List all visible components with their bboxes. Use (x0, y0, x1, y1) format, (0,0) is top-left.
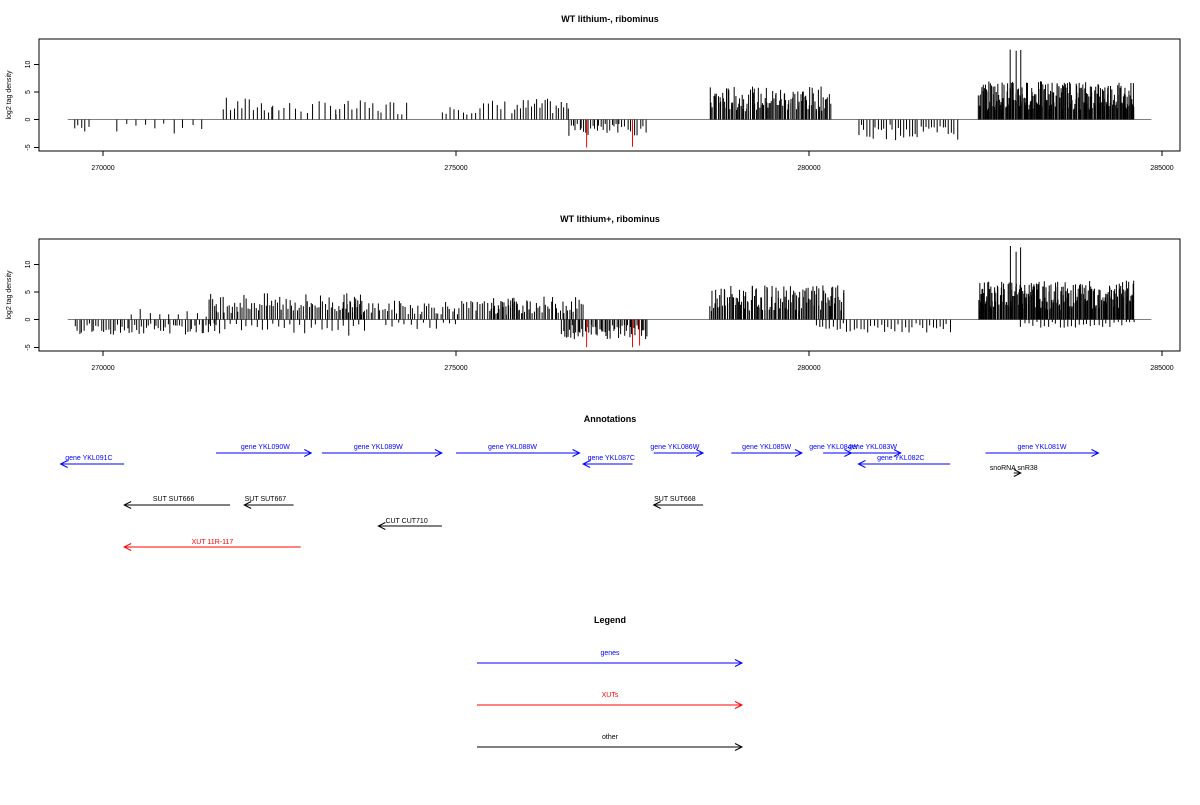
annotation-feature: gene YKL087C (581, 455, 635, 468)
feature-arrow-head (695, 449, 705, 457)
feature-label: gene YKL083W (848, 444, 897, 451)
feature-label: SUT SUT667 (245, 496, 287, 503)
legend-items: genes XUTs other (477, 650, 744, 751)
plot-frame (38, 38, 1181, 152)
feature-label: gene YKL088W (488, 444, 537, 451)
y-axis: -5 0 5 10 (25, 61, 40, 151)
feature-label: gene YKL089W (354, 444, 403, 451)
y-tick-label: -5 (25, 144, 32, 150)
feature-arrow-head (1091, 449, 1100, 457)
feature-label: gene YKL091C (65, 455, 112, 462)
annotation-feature: gene YKL081W (985, 444, 1100, 457)
feature-arrow-head (893, 449, 902, 457)
annotation-features: gene YKL091C gene YKL090W gene YKL089W gene… (59, 444, 1100, 551)
legend-label: genes (600, 650, 620, 657)
feature-label: gene YKL085W (742, 444, 791, 451)
y-tick-label: 5 (25, 290, 32, 294)
y-axis-label: log2 tag density (6, 270, 13, 320)
x-tick-label: 270000 (91, 165, 114, 172)
feature-arrow-head (434, 449, 443, 457)
x-tick-label: 275000 (444, 165, 467, 172)
x-axis: 270000 275000 280000 285000 (91, 151, 1174, 172)
feature-label: SUT SUT666 (153, 496, 195, 503)
y-tick-label: 0 (25, 117, 32, 121)
annotation-feature: gene YKL090W (215, 444, 313, 457)
y-axis-label: log2 tag density (6, 70, 13, 120)
feature-arrow-head (304, 449, 313, 457)
legend-item: genes (477, 650, 744, 667)
x-tick-label: 285000 (1150, 365, 1173, 372)
feature-label: gene YKL084W (809, 444, 858, 451)
annotation-feature: SUT SUT668 (652, 496, 704, 509)
feature-arrow-head (581, 460, 591, 468)
feature-arrow-head (652, 501, 661, 509)
annotation-feature: CUT CUT710 (377, 518, 442, 530)
legend-label: other (602, 734, 619, 741)
feature-arrow-head (123, 501, 132, 509)
panel-lithium-minus: WT lithium-, ribominus log2 tag density … (6, 14, 1181, 172)
annotation-feature: gene YKL086W (650, 444, 705, 457)
feature-label: gene YKL087C (588, 455, 635, 462)
y-tick-label: -5 (25, 344, 32, 350)
annotation-feature: gene YKL085W (731, 444, 804, 457)
annotations-title: Annotations (584, 414, 637, 424)
feature-label: gene YKL090W (241, 444, 290, 451)
legend-label: XUTs (602, 692, 619, 699)
annotation-feature: gene YKL083W (848, 444, 902, 457)
feature-label: gene YKL081W (1018, 444, 1067, 451)
plot-marks (67, 49, 1152, 148)
x-axis: 270000 275000 280000 285000 (91, 351, 1174, 372)
x-tick-label: 275000 (444, 365, 467, 372)
legend-title: Legend (594, 615, 626, 625)
legend: Legend genes XUTs other (477, 615, 744, 751)
y-axis: -5 0 5 10 (25, 261, 40, 351)
y-tick-label: 10 (25, 61, 32, 69)
feature-arrow-head (857, 460, 866, 468)
annotation-feature: gene YKL091C (59, 455, 125, 468)
y-tick-label: 10 (25, 261, 32, 269)
legend-arrow-head (734, 701, 744, 709)
feature-arrow-head (377, 522, 386, 530)
annotation-feature: gene YKL089W (321, 444, 443, 457)
panel-title: WT lithium-, ribominus (561, 14, 659, 24)
feature-arrow-head (59, 460, 68, 468)
feature-label: snoRNA snR38 (990, 465, 1038, 472)
feature-label: XUT 11R-117 (192, 539, 234, 546)
x-tick-label: 285000 (1150, 165, 1173, 172)
y-tick-label: 5 (25, 90, 32, 94)
panel-title: WT lithium+, ribominus (560, 214, 660, 224)
feature-arrow-head (243, 501, 252, 509)
annotation-feature: XUT 11R-117 (123, 539, 301, 551)
annotation-feature: gene YKL088W (456, 444, 581, 457)
panel-lithium-plus: WT lithium+, ribominus log2 tag density … (6, 214, 1181, 372)
feature-arrow-head (123, 543, 132, 551)
annotation-feature: snoRNA snR38 (990, 465, 1038, 477)
legend-arrow-head (734, 659, 744, 667)
x-tick-label: 280000 (797, 365, 820, 372)
legend-item: other (477, 734, 744, 751)
legend-arrow-head (734, 743, 744, 751)
feature-label: gene YKL086W (650, 444, 699, 451)
y-tick-label: 0 (25, 317, 32, 321)
legend-item: XUTs (477, 692, 744, 709)
feature-arrow-head (572, 449, 581, 457)
x-tick-label: 280000 (797, 165, 820, 172)
feature-arrow-head (1013, 469, 1022, 477)
annotation-feature: SUT SUT666 (123, 496, 231, 509)
feature-label: gene YKL082C (877, 455, 924, 462)
feature-arrow-head (794, 449, 804, 457)
feature-label: SUT SUT668 (654, 496, 696, 503)
annotation-feature: gene YKL082C (857, 455, 951, 468)
annotation-feature: SUT SUT667 (243, 496, 294, 509)
plot-marks (67, 246, 1152, 348)
x-tick-label: 270000 (91, 365, 114, 372)
feature-label: CUT CUT710 (385, 518, 427, 525)
